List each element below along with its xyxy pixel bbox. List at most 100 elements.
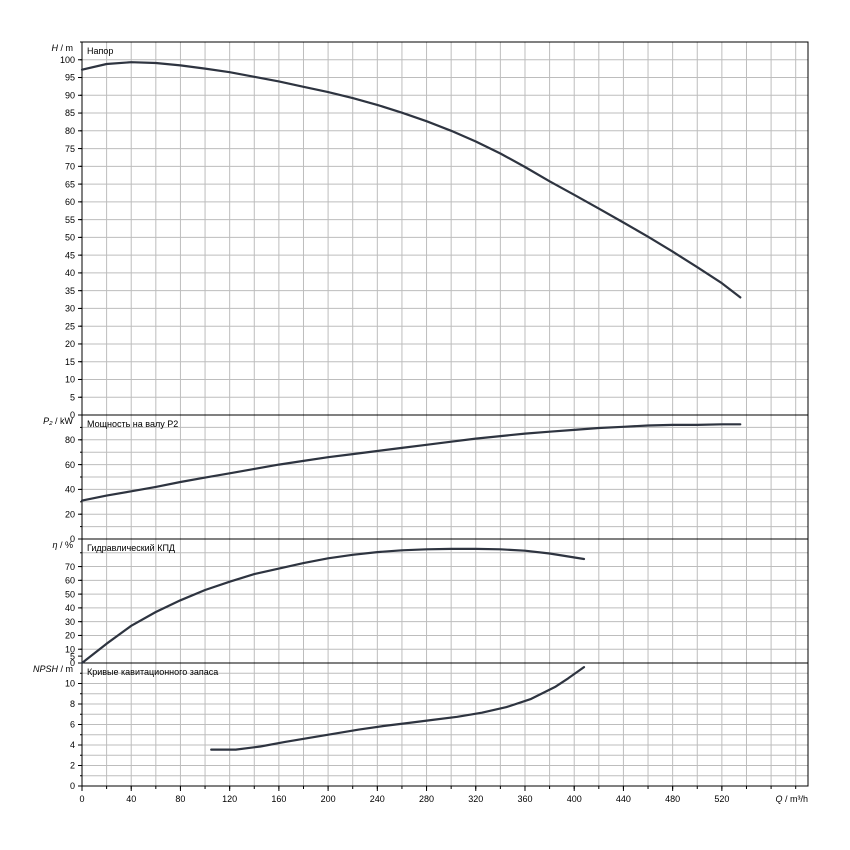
x-axis-symbol: Q — [775, 794, 782, 804]
efficiency-point — [106, 643, 108, 645]
y-tick-label: 0 — [70, 781, 75, 791]
panel-title: Гидравлический КПД — [87, 543, 175, 553]
x-tick-label: 80 — [175, 794, 185, 804]
head-point — [696, 266, 698, 268]
efficiency-point — [548, 552, 551, 555]
power-point — [130, 490, 132, 492]
y-axis-label: NPSH / m — [33, 664, 73, 674]
y-tick-label: 15 — [65, 357, 75, 367]
y-tick-label: 80 — [65, 435, 75, 445]
panel-frame — [81, 538, 809, 664]
head-point — [155, 62, 157, 64]
y-tick-label: 90 — [65, 90, 75, 100]
head-point — [204, 68, 206, 70]
x-tick-label: 40 — [126, 794, 136, 804]
head-point — [401, 112, 403, 114]
npsh-point — [583, 666, 585, 668]
power-point — [327, 456, 329, 458]
efficiency-point — [450, 548, 452, 550]
y-axis-symbol: P₂ — [43, 416, 53, 426]
y-tick-label: 2 — [70, 761, 75, 771]
head-point — [647, 236, 649, 238]
head-point — [302, 86, 305, 88]
y-axis-unit: / kW — [53, 416, 74, 426]
y-tick-label: 5 — [70, 651, 75, 661]
head-point — [425, 120, 428, 122]
efficiency-point — [401, 549, 403, 551]
npsh-point — [567, 677, 569, 679]
x-tick-label: 160 — [271, 794, 286, 804]
efficiency-point — [278, 568, 280, 570]
y-axis-unit: / m — [58, 664, 73, 674]
y-tick-label: 0 — [70, 410, 75, 420]
x-axis-label: Q / m³/h — [775, 794, 808, 804]
npsh-point — [210, 749, 212, 751]
efficiency-point — [499, 548, 501, 550]
npsh-point — [505, 706, 508, 708]
y-axis-unit: / % — [57, 540, 73, 550]
y-tick-label: 60 — [65, 576, 75, 586]
head-point — [721, 282, 723, 284]
efficiency-point — [179, 599, 182, 601]
y-tick-label: 70 — [65, 562, 75, 572]
power-point — [425, 444, 428, 446]
efficiency-point — [583, 558, 585, 560]
power-point — [278, 464, 280, 466]
y-axis-label: P₂ / kW — [43, 416, 73, 426]
y-tick-label: 5 — [70, 392, 75, 402]
y-tick-label: 70 — [65, 162, 75, 172]
y-tick-label: 10 — [65, 679, 75, 689]
power-point — [598, 427, 600, 429]
head-point — [327, 91, 329, 93]
head-point — [524, 166, 526, 168]
efficiency-point — [352, 554, 354, 556]
y-tick-label: 20 — [65, 509, 75, 519]
x-tick-label: 440 — [616, 794, 631, 804]
y-tick-label: 55 — [65, 215, 75, 225]
npsh-point — [555, 685, 557, 688]
head-point — [450, 130, 452, 132]
efficiency-curve — [80, 547, 586, 665]
y-tick-label: 0 — [70, 658, 75, 668]
npsh-point — [284, 741, 286, 743]
power-point — [179, 481, 182, 483]
efficiency-point — [327, 557, 329, 559]
head-point — [548, 180, 551, 182]
power-point — [376, 450, 378, 452]
y-tick-label: 30 — [65, 617, 75, 627]
npsh-point — [530, 698, 532, 700]
npsh-point — [235, 749, 237, 751]
head-point — [739, 296, 741, 299]
head-point — [278, 80, 280, 83]
grid-layer — [78, 41, 809, 791]
y-tick-label: 75 — [65, 144, 75, 154]
efficiency-point — [155, 611, 157, 613]
npsh-point — [259, 745, 262, 748]
head-curve — [80, 61, 742, 299]
y-tick-label: 60 — [65, 197, 75, 207]
npsh-point — [309, 737, 311, 739]
x-tick-label: 520 — [714, 794, 729, 804]
power-point — [106, 495, 108, 497]
y-tick-label: 40 — [65, 485, 75, 495]
y-tick-label: 95 — [65, 73, 75, 83]
efficiency-point — [425, 548, 428, 550]
panel-title: Кривые кавитационного запаса — [87, 667, 218, 677]
head-point — [499, 152, 501, 155]
x-tick-label: 280 — [419, 794, 434, 804]
power-point — [475, 437, 477, 440]
power-point — [721, 423, 723, 425]
panel-frame — [81, 41, 809, 416]
efficiency-point — [302, 562, 305, 564]
y-axis-unit: / m — [58, 43, 73, 53]
x-tick-label: 200 — [321, 794, 336, 804]
x-tick-label: 360 — [517, 794, 532, 804]
power-point — [672, 424, 674, 426]
power-point — [696, 424, 698, 426]
x-tick-label: 120 — [222, 794, 237, 804]
text-layer: 0510152025303540455055606570758085909510… — [33, 43, 808, 804]
curve-layer — [80, 61, 742, 751]
panel-title: Напор — [87, 46, 113, 56]
head-point — [672, 250, 674, 253]
